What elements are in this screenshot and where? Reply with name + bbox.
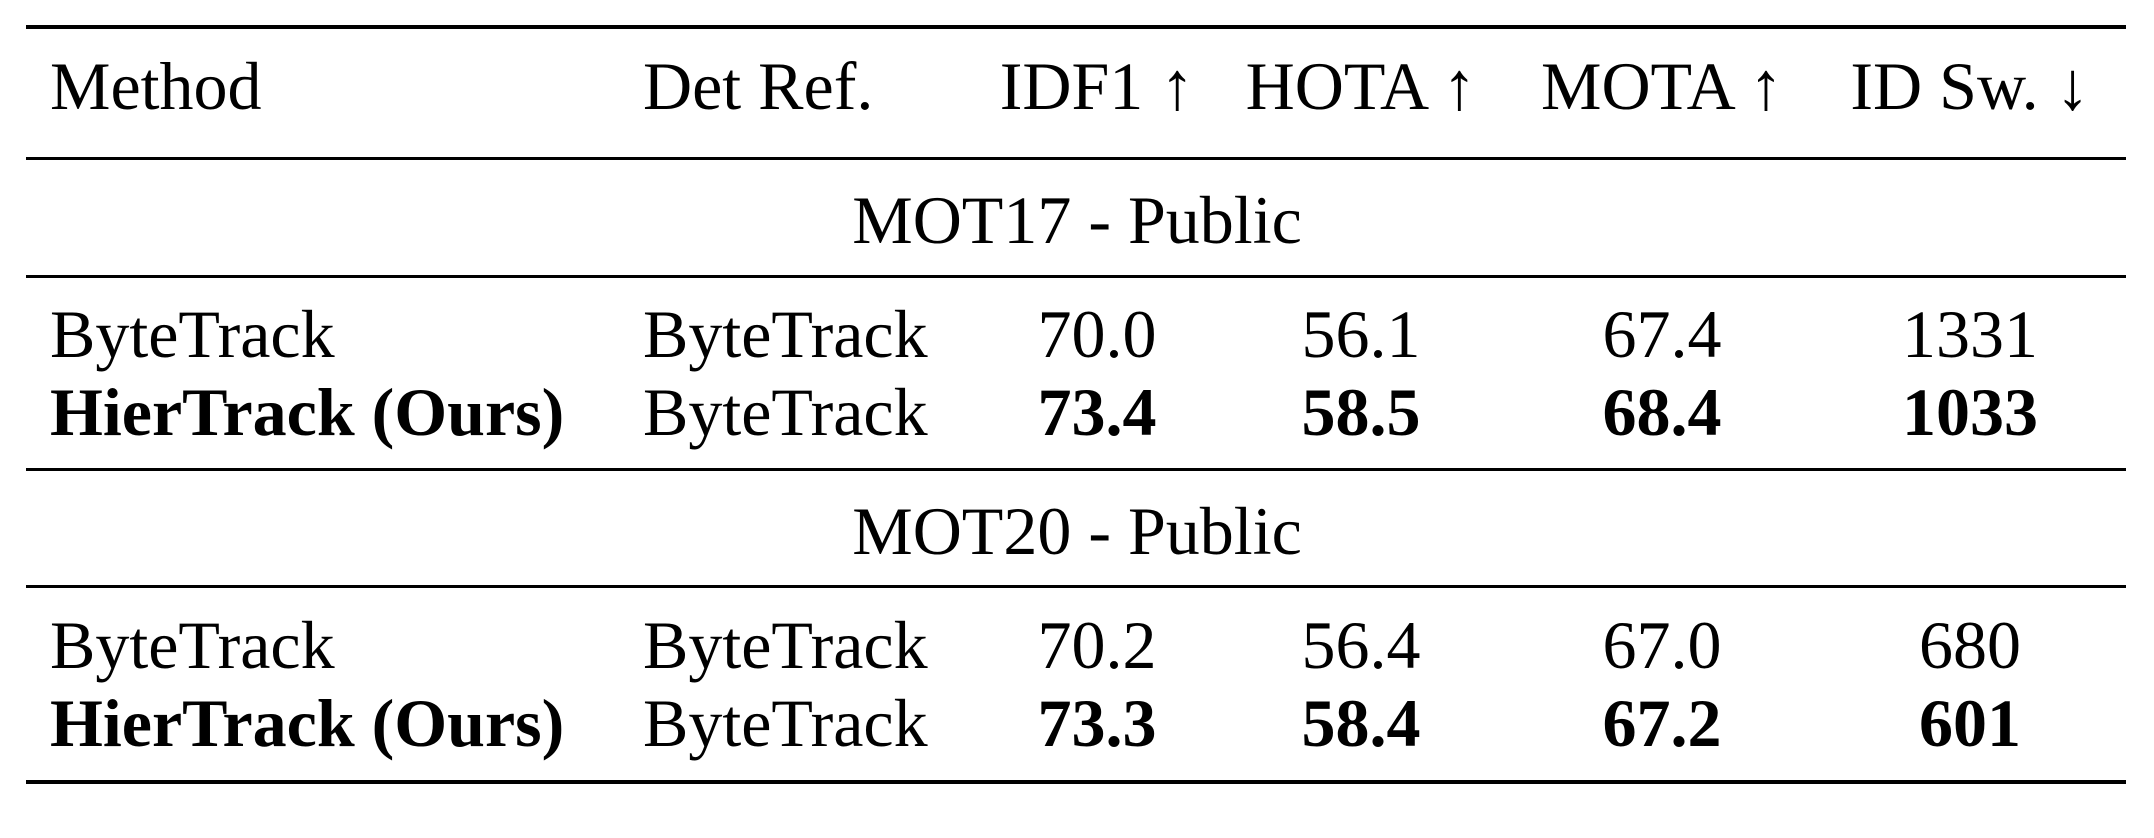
cell-id-sw: 680 bbox=[1919, 607, 2021, 683]
cell-idf1: 70.0 bbox=[1037, 296, 1157, 372]
cell-method: HierTrack (Ours) bbox=[50, 374, 565, 450]
header-rule bbox=[26, 157, 2126, 160]
cell-det-ref: ByteTrack bbox=[643, 296, 928, 372]
cell-hota: 56.4 bbox=[1301, 607, 1421, 683]
cell-method: ByteTrack bbox=[50, 296, 335, 372]
cell-idf1: 70.2 bbox=[1037, 607, 1157, 683]
cell-idf1: 73.3 bbox=[1037, 685, 1157, 761]
cell-det-ref: ByteTrack bbox=[643, 607, 928, 683]
header-hota: HOTA ↑ bbox=[1245, 48, 1477, 124]
header-idf1: IDF1 ↑ bbox=[999, 48, 1195, 124]
cell-mota: 68.4 bbox=[1602, 374, 1722, 450]
cell-mota: 67.2 bbox=[1602, 685, 1722, 761]
cell-det-ref: ByteTrack bbox=[643, 685, 928, 761]
cell-mota: 67.4 bbox=[1602, 296, 1722, 372]
section-1-title-rule bbox=[26, 275, 2126, 278]
cell-method: ByteTrack bbox=[50, 607, 335, 683]
header-mota: MOTA ↑ bbox=[1540, 48, 1784, 124]
cell-id-sw: 1331 bbox=[1902, 296, 2038, 372]
section-title: MOT17 - Public bbox=[852, 182, 1302, 258]
cell-hota: 58.4 bbox=[1301, 685, 1421, 761]
header-method: Method bbox=[50, 48, 262, 124]
top-rule bbox=[26, 25, 2126, 29]
cell-hota: 56.1 bbox=[1301, 296, 1421, 372]
cell-idf1: 73.4 bbox=[1037, 374, 1157, 450]
section-2-title-rule bbox=[26, 585, 2126, 588]
section-title: MOT20 - Public bbox=[852, 493, 1302, 569]
cell-id-sw: 601 bbox=[1919, 685, 2021, 761]
cell-mota: 67.0 bbox=[1602, 607, 1722, 683]
cell-det-ref: ByteTrack bbox=[643, 374, 928, 450]
cell-method: HierTrack (Ours) bbox=[50, 685, 565, 761]
header-id-sw: ID Sw. ↓ bbox=[1850, 48, 2090, 124]
header-det-ref: Det Ref. bbox=[643, 48, 874, 124]
cell-id-sw: 1033 bbox=[1902, 374, 2038, 450]
section-2-top-rule bbox=[26, 468, 2126, 471]
cell-hota: 58.5 bbox=[1301, 374, 1421, 450]
bottom-rule bbox=[26, 780, 2126, 784]
